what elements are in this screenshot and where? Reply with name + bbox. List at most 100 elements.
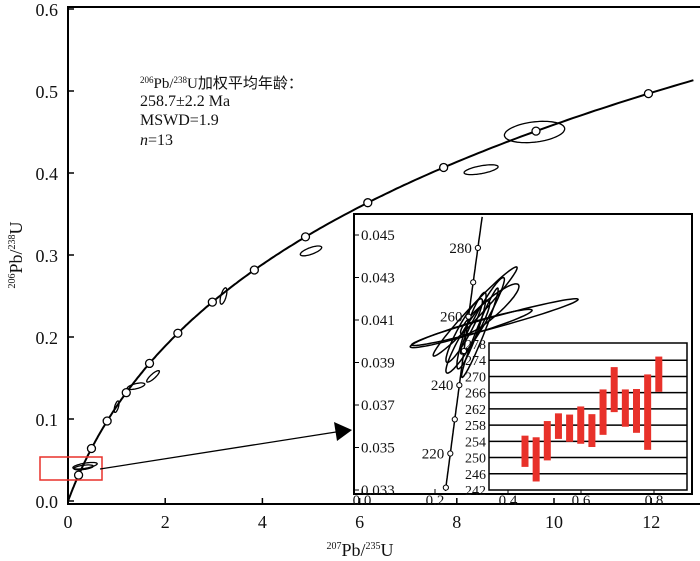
age-marker — [363, 198, 373, 208]
x-label-sup: 207 — [326, 541, 341, 552]
age-annotation-mean: 258.7±2.2 Ma — [140, 93, 230, 110]
age-annotation-n: n=13 — [140, 132, 173, 149]
age-error-bar — [532, 437, 540, 482]
age-marker — [102, 416, 112, 426]
y-tick-label: 0.4 — [36, 164, 59, 184]
inset-age-marker — [465, 313, 472, 320]
inset-y-tick-label: 0.033 — [361, 483, 395, 499]
bar-y-tick-label: 262 — [465, 403, 486, 418]
age-annotation-mswd: MSWD=1.9 — [140, 112, 219, 129]
age-error-bar — [588, 414, 596, 448]
bar-y-tick-label: 266 — [465, 387, 486, 402]
bar-y-tick-label: 242 — [465, 484, 486, 499]
t: Pb/ — [154, 76, 175, 92]
x-label-main: Pb/ — [341, 540, 365, 560]
x-tick-label: 4 — [258, 512, 267, 532]
y-label-sup2: 238 — [7, 234, 18, 249]
y-tick-label: 0.6 — [36, 0, 59, 20]
age-error-bar — [521, 435, 529, 467]
x-axis-label: 207Pb/235U — [326, 540, 393, 560]
error-ellipse — [145, 369, 161, 383]
bar-chart-frame — [488, 342, 688, 491]
inset-y-tick-label: 0.041 — [361, 313, 395, 329]
x-label-end: U — [381, 540, 394, 560]
age-marker — [144, 358, 155, 369]
age-marker — [121, 388, 131, 398]
y-tick-label: 0.1 — [36, 410, 59, 430]
inset-age-marker — [470, 279, 477, 286]
error-ellipse — [73, 464, 95, 471]
bar-y-tick-label: 246 — [465, 468, 486, 483]
x-tick-label: 2 — [161, 512, 170, 532]
inset-x-tick-label: 0.8 — [645, 493, 664, 509]
y-tick-label: 0.5 — [36, 82, 59, 102]
inset-age-label: 240 — [431, 378, 454, 394]
inset-x-tick-label: 0.4 — [499, 493, 518, 509]
age-error-bar — [621, 389, 629, 427]
error-ellipse — [113, 400, 120, 414]
concordia-curve — [67, 79, 694, 502]
y-tick-label: 0.2 — [36, 328, 59, 348]
inset-age-label: 260 — [440, 310, 463, 326]
x-tick-label: 0 — [64, 512, 73, 532]
inset-y-tick-label: 0.043 — [361, 271, 395, 287]
error-ellipse — [463, 164, 499, 176]
age-error-bar — [543, 421, 551, 461]
error-ellipse — [72, 461, 98, 470]
y-label-sup: 206 — [7, 274, 18, 289]
age-error-bar — [633, 389, 640, 433]
inset-age-marker — [456, 382, 463, 389]
age-marker — [249, 265, 260, 275]
age-error-bar — [566, 414, 574, 442]
age-marker — [531, 126, 541, 136]
bar-y-tick-label: 270 — [465, 370, 486, 385]
age-marker — [73, 470, 84, 480]
inset-age-marker — [451, 416, 458, 423]
inset-y-tick-label: 0.045 — [361, 228, 395, 244]
age-marker — [207, 297, 217, 307]
zoom-region-box — [39, 456, 103, 481]
arrow-line — [99, 431, 337, 470]
inset-error-ellipse — [459, 283, 520, 336]
age-error-bar — [610, 367, 618, 413]
inset-concordia-curve — [444, 216, 483, 492]
age-marker — [438, 162, 449, 173]
y-axis-label: 206Pb/238U — [6, 221, 26, 288]
inset-x-tick-label: 0.2 — [426, 493, 445, 509]
n: n — [140, 132, 148, 149]
age-annotation-line1: 206Pb/238U加权平均年龄： — [140, 75, 303, 92]
x-tick-label: 6 — [355, 512, 364, 532]
age-error-bar — [577, 406, 585, 444]
inset-x-tick-label: 0.6 — [572, 493, 591, 509]
sup2: 238 — [174, 75, 188, 85]
inset-y-tick-label: 0.039 — [361, 356, 395, 372]
error-ellipse — [219, 287, 228, 305]
bar-y-tick-label: 250 — [465, 452, 486, 467]
inset-age-label: 220 — [422, 447, 445, 463]
age-error-bar — [554, 413, 562, 439]
age-marker — [300, 232, 311, 242]
inset-x-tick-label: 0.0 — [353, 493, 372, 509]
age-marker — [173, 328, 183, 338]
inset-age-marker — [460, 347, 467, 355]
inset-error-ellipse — [445, 298, 484, 364]
inset-y-tick-label: 0.037 — [361, 398, 395, 414]
age-marker — [643, 88, 654, 99]
x-tick-label: 8 — [452, 512, 461, 532]
bar-y-tick-label: 258 — [465, 419, 486, 434]
y-tick-label: 0.3 — [36, 246, 59, 266]
x-tick-label: 12 — [642, 512, 660, 532]
inset-age-marker — [447, 450, 454, 457]
inset-error-ellipse — [459, 276, 506, 355]
t2: U加权平均年龄： — [187, 75, 303, 92]
x-label-sup2: 235 — [366, 541, 381, 552]
age-error-bar — [599, 389, 607, 435]
y-label-main: Pb/ — [6, 249, 26, 273]
bar-y-tick-label: 254 — [465, 435, 486, 450]
sup: 206 — [140, 75, 154, 85]
error-ellipse — [299, 245, 323, 257]
inset-age-marker — [442, 484, 449, 491]
